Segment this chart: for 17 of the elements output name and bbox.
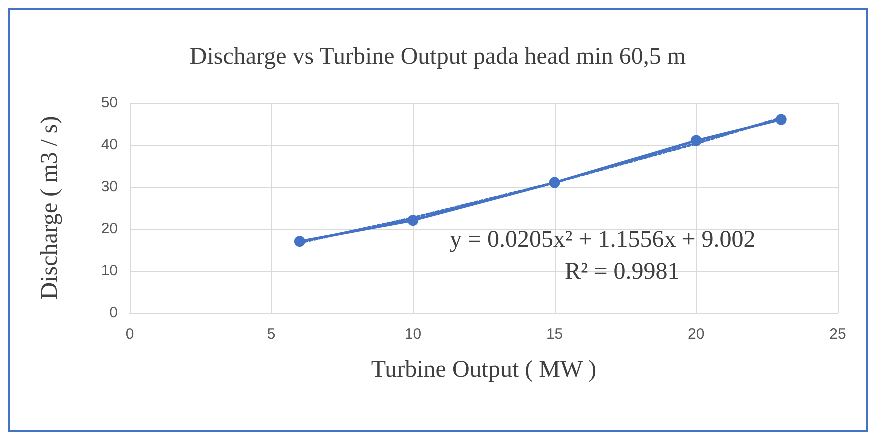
chart-title: Discharge vs Turbine Output pada head min 60,5 m [190, 44, 686, 70]
x-tick-label: 10 [404, 326, 422, 343]
x-axis-title: Turbine Output ( MW ) [371, 357, 597, 383]
y-tick-label: 30 [101, 178, 118, 196]
annotation: R² = 0.9981 [565, 259, 680, 285]
x-tick-label: 25 [830, 326, 846, 343]
y-tick-label: 50 [101, 94, 118, 112]
x-tick-label: 20 [688, 326, 705, 343]
y-tick-label: 40 [101, 136, 118, 154]
y-axis-title: Discharge ( m3 / s) [37, 116, 63, 300]
x-tick-label: 0 [126, 326, 134, 343]
y-tick-label: 10 [101, 262, 118, 280]
annotation: y = 0.0205x² + 1.1556x + 9.002 [450, 227, 756, 253]
x-tick-label: 5 [267, 326, 276, 343]
y-tick-label: 0 [110, 304, 118, 322]
y-tick-label: 20 [101, 220, 118, 238]
x-tick-label: 15 [546, 326, 564, 343]
